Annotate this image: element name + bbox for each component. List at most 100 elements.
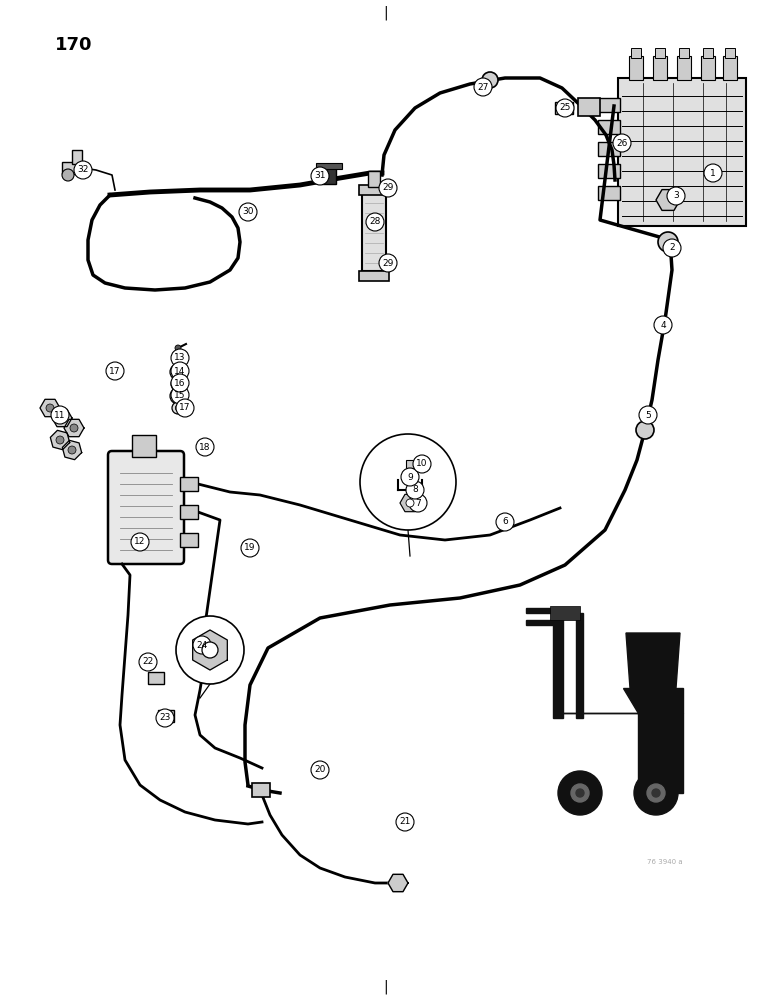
Circle shape [654,316,672,334]
Text: 17: 17 [110,366,120,375]
Circle shape [406,499,414,507]
Text: 8: 8 [412,486,418,494]
Text: 13: 13 [174,354,186,362]
Circle shape [176,616,244,684]
Circle shape [639,406,657,424]
Circle shape [406,481,424,499]
Bar [362,193,386,271]
Bar [598,164,620,178]
Circle shape [202,642,218,658]
Text: 11: 11 [54,410,66,420]
Bar [703,48,713,58]
Circle shape [172,402,184,414]
Circle shape [106,362,124,380]
Polygon shape [64,419,84,437]
Bar [72,150,82,164]
Bar [180,477,198,491]
Text: 29: 29 [382,258,394,267]
Text: 3: 3 [673,192,679,200]
Polygon shape [558,713,683,793]
Polygon shape [400,494,420,512]
Bar [701,56,715,80]
Bar [631,48,641,58]
Circle shape [74,161,92,179]
Circle shape [401,468,419,486]
Circle shape [174,392,181,400]
Text: 32: 32 [77,165,89,174]
Circle shape [70,424,78,432]
Text: 12: 12 [134,538,146,546]
Circle shape [311,761,329,779]
Circle shape [176,399,194,417]
Polygon shape [193,630,227,670]
Text: 20: 20 [314,766,326,774]
Bar [653,56,667,80]
Bar [368,171,380,187]
Circle shape [171,377,185,391]
Bar [677,56,691,80]
Circle shape [170,364,186,380]
Bar [598,120,620,134]
Polygon shape [623,688,683,713]
Text: 10: 10 [416,460,428,468]
Circle shape [379,179,397,197]
Text: 21: 21 [399,818,411,826]
Text: 16: 16 [174,378,186,387]
Bar [180,533,198,547]
Circle shape [171,349,189,367]
Polygon shape [40,399,60,417]
Bar [598,186,620,200]
Bar [148,672,164,684]
Text: |: | [384,6,388,20]
Bar [359,271,389,281]
Bar [62,162,82,174]
Bar [655,48,665,58]
Polygon shape [388,874,408,892]
Polygon shape [656,190,680,210]
Circle shape [396,813,414,831]
Bar [550,606,580,620]
Bar [598,98,620,112]
Bar [132,435,156,457]
Circle shape [311,167,329,185]
Circle shape [360,434,456,530]
Circle shape [571,784,589,802]
Bar [553,608,563,718]
Text: 22: 22 [142,658,154,666]
Circle shape [68,446,76,454]
Bar [723,56,737,80]
Text: 4: 4 [660,320,665,330]
Text: 1: 1 [710,168,716,178]
Text: 27: 27 [477,83,489,92]
Text: 6: 6 [502,518,508,526]
Circle shape [56,436,64,444]
Circle shape [379,254,397,272]
Text: 17: 17 [179,403,191,412]
Circle shape [46,404,54,412]
Text: 31: 31 [314,172,326,180]
Circle shape [366,213,384,231]
Circle shape [58,414,66,422]
Polygon shape [50,430,69,450]
Bar [526,608,558,613]
Text: 14: 14 [174,366,186,375]
Circle shape [636,421,654,439]
Circle shape [174,381,181,387]
Circle shape [193,636,211,654]
Circle shape [576,789,584,797]
Text: |: | [384,980,388,994]
Text: 76 3940 a: 76 3940 a [647,859,682,865]
Circle shape [171,386,189,404]
Circle shape [175,405,181,411]
Bar [316,163,342,169]
Circle shape [704,164,722,182]
Text: 26: 26 [616,138,628,147]
Bar [578,98,600,116]
Text: 7: 7 [415,498,421,508]
Circle shape [667,187,685,205]
Circle shape [196,438,214,456]
Circle shape [556,99,574,117]
Text: 29: 29 [382,184,394,192]
Circle shape [171,374,189,392]
Bar [252,783,270,797]
